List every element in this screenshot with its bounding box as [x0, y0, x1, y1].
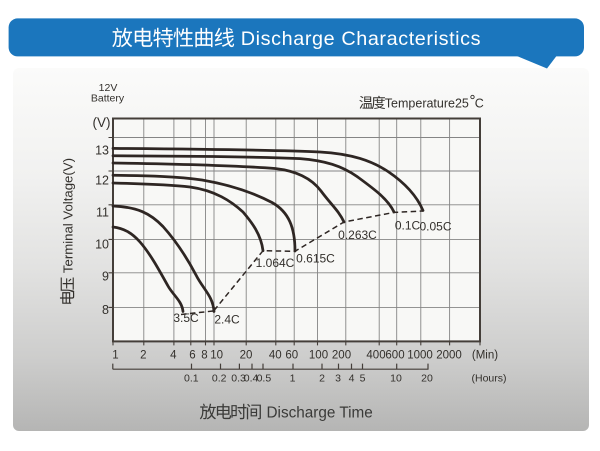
- svg-text:13: 13: [95, 143, 109, 157]
- svg-text:11: 11: [96, 205, 109, 219]
- svg-text:1.064C: 1.064C: [256, 256, 295, 270]
- svg-text:4: 4: [170, 350, 177, 362]
- svg-text:2: 2: [319, 373, 325, 385]
- svg-text:40: 40: [269, 350, 282, 362]
- svg-text:1: 1: [290, 373, 296, 385]
- svg-text:10: 10: [95, 237, 109, 251]
- svg-text:20: 20: [240, 350, 253, 362]
- svg-text:0.1: 0.1: [184, 373, 199, 385]
- svg-text:3: 3: [335, 373, 341, 385]
- svg-text:(Hours): (Hours): [471, 373, 506, 385]
- svg-text:(V): (V): [93, 115, 111, 130]
- svg-text:5: 5: [360, 373, 366, 385]
- svg-text:200: 200: [332, 350, 351, 362]
- svg-text:Discharge Time: Discharge Time: [267, 405, 373, 422]
- svg-text:6: 6: [189, 350, 195, 362]
- svg-text:3.5C: 3.5C: [173, 311, 199, 325]
- svg-text:9: 9: [102, 270, 109, 284]
- svg-text:10: 10: [210, 350, 223, 362]
- svg-text:Discharge Characteristics: Discharge Characteristics: [241, 28, 481, 50]
- svg-text:0.1C: 0.1C: [395, 219, 421, 233]
- svg-text:1000: 1000: [407, 350, 433, 362]
- svg-text:0.615C: 0.615C: [296, 252, 335, 266]
- svg-text:400: 400: [366, 350, 385, 362]
- svg-text:0.5: 0.5: [257, 373, 272, 385]
- svg-text:2: 2: [140, 350, 146, 362]
- svg-text:Temperature25: Temperature25: [385, 96, 469, 110]
- svg-text:20: 20: [421, 373, 433, 385]
- svg-text:Terminal Voltage(V): Terminal Voltage(V): [61, 158, 76, 273]
- svg-text:8: 8: [201, 350, 207, 362]
- svg-text:12: 12: [95, 173, 109, 187]
- svg-text:600: 600: [385, 350, 404, 362]
- svg-text:8: 8: [102, 303, 109, 317]
- svg-text:10: 10: [390, 373, 402, 385]
- svg-text:0.2: 0.2: [212, 373, 227, 385]
- svg-text:Battery: Battery: [91, 93, 125, 105]
- svg-text:100: 100: [309, 350, 328, 362]
- svg-text:0.263C: 0.263C: [338, 228, 377, 242]
- svg-text:4: 4: [349, 373, 355, 385]
- svg-text:1: 1: [112, 350, 118, 362]
- svg-text:0.3: 0.3: [231, 373, 246, 385]
- svg-text:2.4C: 2.4C: [214, 313, 240, 327]
- svg-text:0.4: 0.4: [244, 373, 259, 385]
- svg-text:60: 60: [285, 350, 298, 362]
- svg-text:2000: 2000: [436, 350, 462, 362]
- svg-text:12V: 12V: [99, 82, 118, 94]
- svg-text:C: C: [475, 96, 484, 110]
- svg-text:(Min): (Min): [472, 350, 498, 362]
- svg-text:0.05C: 0.05C: [419, 220, 451, 234]
